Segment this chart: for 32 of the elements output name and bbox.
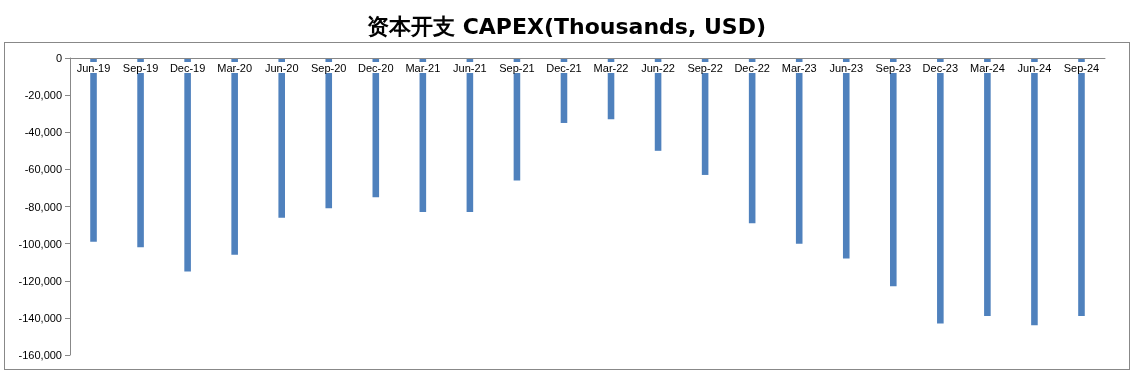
y-tick-label: 0: [55, 52, 62, 64]
x-tick-label: Mar-20: [217, 61, 253, 74]
x-tick-label: Mar-24: [969, 61, 1005, 74]
x-tick-label: Jun-22: [641, 61, 675, 74]
x-tick-label: Sep-19: [122, 61, 159, 74]
x-tick-label: Mar-22: [593, 61, 629, 74]
x-tick-label: Jun-19: [76, 61, 111, 74]
x-tick-label: Dec-19: [169, 61, 206, 74]
x-tick-label: Sep-21: [499, 61, 535, 74]
chart-title: 资本开支 CAPEX(Thousands, USD): [367, 13, 766, 39]
y-tick-label: -160,000: [18, 349, 62, 361]
x-tick-label: Jun-21: [453, 61, 487, 74]
y-tick-label: -140,000: [18, 311, 62, 324]
y-tick-label: -40,000: [24, 126, 62, 139]
y-tick-label: -80,000: [24, 200, 62, 213]
x-tick-label: Sep-20: [311, 61, 347, 74]
x-tick-label: Sep-23: [875, 61, 912, 74]
x-tick-label: Jun-24: [1017, 61, 1052, 74]
y-tick-label: -100,000: [18, 237, 62, 250]
x-tick-label: Dec-23: [922, 61, 959, 74]
y-tick-label: -20,000: [24, 89, 62, 102]
x-tick-label: Sep-22: [687, 61, 723, 74]
x-tick-label: Jun-20: [264, 61, 299, 74]
x-tick-label: Mar-23: [781, 61, 817, 74]
x-tick-label: Jun-23: [829, 61, 864, 74]
x-tick-label: Mar-21: [405, 61, 441, 74]
y-tick-label: -60,000: [24, 163, 62, 176]
x-tick-label: Dec-20: [358, 61, 394, 74]
y-tick-label: -120,000: [18, 274, 62, 287]
x-tick-label: Dec-21: [546, 61, 582, 74]
x-tick-label: Dec-22: [734, 61, 770, 74]
x-tick-label: Sep-24: [1063, 61, 1100, 74]
